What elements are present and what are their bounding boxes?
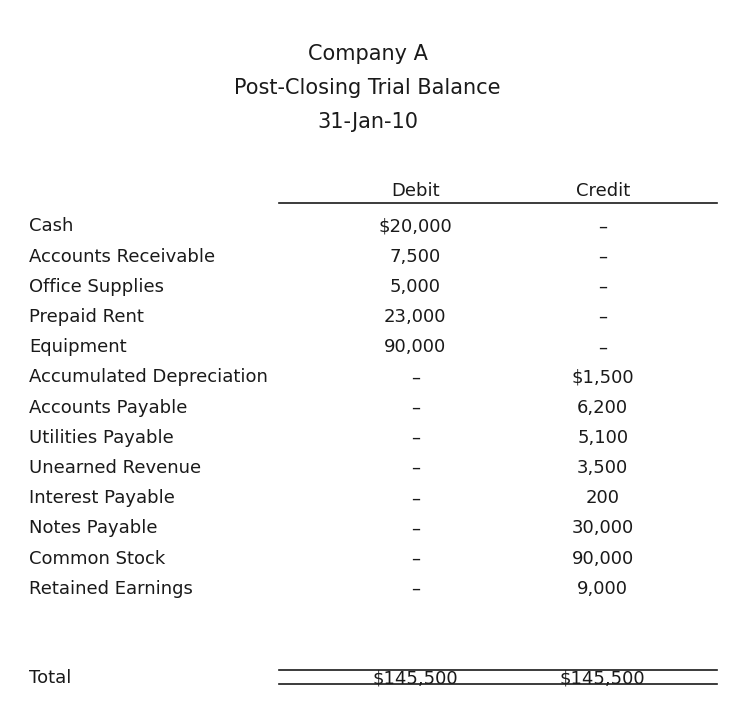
Text: $20,000: $20,000 xyxy=(379,217,452,236)
Text: 90,000: 90,000 xyxy=(384,338,446,357)
Text: –: – xyxy=(411,549,420,568)
Text: Unearned Revenue: Unearned Revenue xyxy=(29,459,201,477)
Text: Debit: Debit xyxy=(391,181,440,200)
Text: –: – xyxy=(598,247,607,266)
Text: Accounts Receivable: Accounts Receivable xyxy=(29,247,215,266)
Text: Accumulated Depreciation: Accumulated Depreciation xyxy=(29,368,268,387)
Text: 23,000: 23,000 xyxy=(384,308,447,326)
Text: 3,500: 3,500 xyxy=(577,459,628,477)
Text: –: – xyxy=(598,217,607,236)
Text: Common Stock: Common Stock xyxy=(29,549,165,568)
Text: Notes Payable: Notes Payable xyxy=(29,519,158,538)
Text: 5,000: 5,000 xyxy=(390,278,441,296)
Text: Interest Payable: Interest Payable xyxy=(29,489,175,508)
Text: 200: 200 xyxy=(586,489,620,508)
Text: –: – xyxy=(411,489,420,508)
Text: Prepaid Rent: Prepaid Rent xyxy=(29,308,144,326)
Text: –: – xyxy=(411,368,420,387)
Text: 30,000: 30,000 xyxy=(572,519,634,538)
Text: Office Supplies: Office Supplies xyxy=(29,278,165,296)
Text: –: – xyxy=(411,580,420,598)
Text: 7,500: 7,500 xyxy=(390,247,441,266)
Text: Company A: Company A xyxy=(307,44,428,64)
Text: $145,500: $145,500 xyxy=(373,669,458,687)
Text: Credit: Credit xyxy=(576,181,630,200)
Text: –: – xyxy=(411,459,420,477)
Text: Cash: Cash xyxy=(29,217,74,236)
Text: Post-Closing Trial Balance: Post-Closing Trial Balance xyxy=(234,78,501,98)
Text: Total: Total xyxy=(29,669,72,687)
Text: $1,500: $1,500 xyxy=(571,368,634,387)
Text: –: – xyxy=(411,429,420,447)
Text: 9,000: 9,000 xyxy=(577,580,628,598)
Text: 31-Jan-10: 31-Jan-10 xyxy=(317,111,418,132)
Text: –: – xyxy=(598,278,607,296)
Text: Retained Earnings: Retained Earnings xyxy=(29,580,193,598)
Text: –: – xyxy=(411,519,420,538)
Text: 5,100: 5,100 xyxy=(577,429,628,447)
Text: –: – xyxy=(411,398,420,417)
Text: Equipment: Equipment xyxy=(29,338,127,357)
Text: Accounts Payable: Accounts Payable xyxy=(29,398,187,417)
Text: 6,200: 6,200 xyxy=(577,398,628,417)
Text: 90,000: 90,000 xyxy=(572,549,634,568)
Text: $145,500: $145,500 xyxy=(560,669,645,687)
Text: –: – xyxy=(598,338,607,357)
Text: Utilities Payable: Utilities Payable xyxy=(29,429,174,447)
Text: –: – xyxy=(598,308,607,326)
